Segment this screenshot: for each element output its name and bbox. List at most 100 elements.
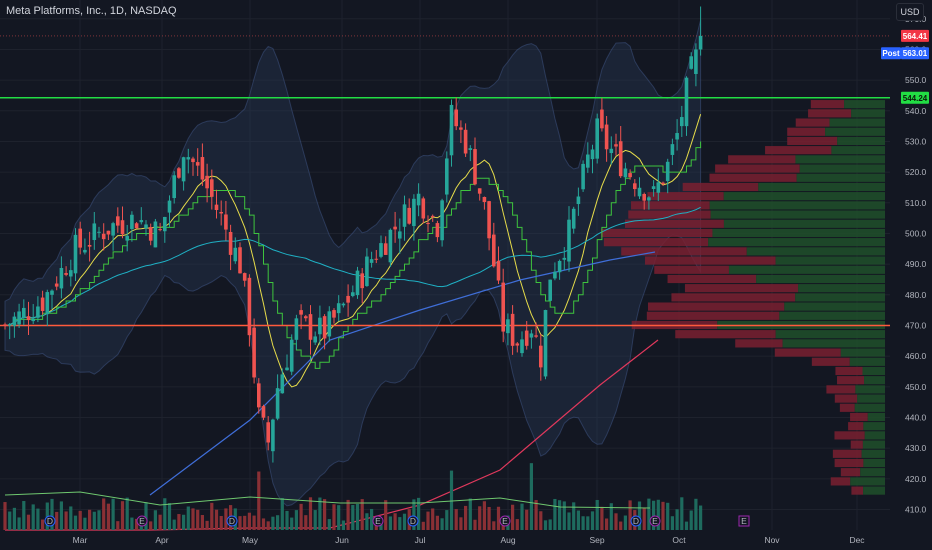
candle-body [106, 230, 111, 235]
volume-profile-bar-green [795, 155, 885, 164]
candle-body [219, 211, 223, 214]
candle [322, 314, 327, 350]
candle-body [22, 307, 26, 318]
candle-body [3, 324, 7, 326]
candle-body [440, 200, 444, 241]
volume-profile-bar-green [723, 219, 885, 228]
volume-bar [388, 516, 392, 530]
candle [252, 318, 256, 384]
candle-body [7, 324, 12, 326]
candle-body [477, 188, 482, 194]
volume-profile-bar-red [647, 192, 724, 201]
event-marker-label: D [410, 516, 416, 526]
candle-body [163, 216, 167, 232]
volume-bar [163, 498, 167, 530]
currency-button[interactable]: USD [896, 3, 924, 21]
volume-profile-bar-red [645, 256, 776, 265]
candle-body [398, 231, 402, 239]
candle [7, 322, 12, 340]
volume-bar [12, 507, 16, 530]
volume-bar [130, 517, 134, 530]
candle [604, 115, 609, 162]
volume-bar [666, 502, 670, 530]
candle-body [318, 317, 322, 335]
candle [116, 207, 120, 233]
candle-body [233, 247, 238, 262]
volume-bar [167, 503, 172, 530]
volume-bar [652, 500, 656, 530]
volume-profile-bar-red [810, 100, 845, 109]
y-tick-label: 430.0 [905, 443, 927, 453]
level-price-badge-bg [901, 91, 929, 104]
volume-profile-bar-red [654, 265, 729, 274]
y-tick-label: 450.0 [905, 382, 927, 392]
candle [539, 334, 543, 381]
candle [332, 308, 336, 324]
volume-profile-bar-green [857, 394, 885, 403]
candle-body [374, 258, 379, 260]
volume-profile-bar-green [850, 477, 885, 486]
volume-bar [69, 506, 73, 530]
candle-body [529, 333, 534, 338]
event-marker-circle [226, 515, 238, 527]
candle-body [595, 118, 599, 159]
candle-body [31, 318, 35, 322]
candle [92, 211, 97, 250]
ma-slow-line [4, 206, 701, 327]
candle [351, 285, 355, 298]
candle-body [64, 273, 68, 275]
volume-profile-bar-red [603, 238, 709, 247]
candle [59, 256, 64, 299]
candle-body [304, 316, 308, 319]
volume-profile-bar-red [728, 155, 796, 164]
candle [336, 295, 341, 322]
candle-body [402, 204, 407, 227]
volume-bar [482, 501, 486, 530]
volume-profile-bar-green [784, 302, 885, 311]
candle [271, 418, 275, 463]
candle [426, 215, 430, 233]
candle-body [534, 335, 538, 337]
y-tick-label: 440.0 [905, 412, 927, 422]
candle [567, 206, 571, 272]
volume-profile-bar-green [708, 238, 885, 247]
candle-body [261, 406, 266, 418]
event-marker-label: D [47, 516, 53, 526]
candle-body [40, 297, 45, 312]
volume-ma-line [4, 491, 651, 509]
candle [445, 151, 449, 203]
volume-profile-bar-red [675, 330, 776, 339]
volume-bar [144, 502, 148, 530]
candle [120, 206, 125, 239]
candle [101, 223, 106, 251]
volume-profile-bar-green [728, 265, 885, 274]
candle-body [210, 179, 214, 197]
candle [139, 207, 144, 225]
y-tick-label: 510.0 [905, 198, 927, 208]
candle-body [275, 388, 280, 419]
post-price-badge-text: 563.01 [903, 49, 928, 58]
candle [374, 250, 379, 264]
volume-bar [567, 512, 571, 530]
candle-body [543, 310, 548, 377]
candle-body [257, 383, 261, 408]
candle-body [289, 339, 294, 372]
candle [97, 226, 101, 238]
candle-body [449, 104, 454, 156]
volume-profile-bar-red [646, 311, 780, 320]
volume-bar [172, 519, 176, 530]
volume-profile-bar-red [621, 247, 747, 256]
candle [191, 156, 195, 176]
candle [665, 158, 670, 194]
candle [449, 99, 454, 167]
y-tick-label: 470.0 [905, 320, 927, 330]
candle-body [647, 197, 651, 201]
candle-body [520, 339, 524, 354]
y-tick-label: 420.0 [905, 474, 927, 484]
volume-bar [257, 471, 261, 530]
volume-bar [252, 515, 256, 530]
dividend-marker: D [44, 515, 56, 527]
candle-body [242, 273, 247, 281]
future-earnings-label: E [741, 516, 747, 526]
